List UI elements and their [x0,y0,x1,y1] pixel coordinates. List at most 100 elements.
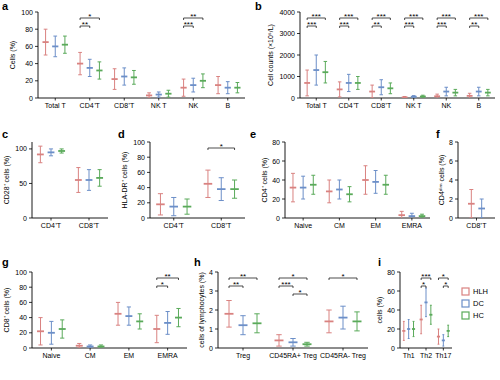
mean-line [289,341,298,343]
tick-label: 40 [137,184,145,191]
error-cap [157,97,161,98]
error-cap [155,342,159,343]
error-cap [191,91,195,92]
marks [225,301,362,347]
tick-label: 4 [209,269,213,276]
error-cap [338,81,342,82]
significance: ** [229,280,243,289]
category-label: Total T [45,102,67,109]
mean-line [42,41,48,43]
mean-line [87,346,94,348]
y-axis-label: CD8⁺ cells (%) [3,288,11,333]
tick-label: 20 [137,199,145,206]
error-cap [158,193,163,194]
error-cap [127,306,131,307]
error-cap [176,308,180,309]
significance: * [329,272,357,281]
mean-line [420,319,423,321]
category-label: Th17 [435,352,451,359]
tick-label: 80 [25,26,33,33]
error-cap [78,52,82,53]
tick-label: 4 [449,177,453,184]
error-cap [374,170,378,171]
marks [290,166,426,218]
mean-line [402,96,408,98]
error-cap [63,36,67,37]
error-cap [88,344,92,345]
error-cap [384,194,388,195]
error-cap [171,215,176,216]
error-cap [157,91,161,92]
error-cap [430,324,432,325]
error-bar [408,320,410,339]
category-label: Naive [294,222,312,229]
error-cap [147,98,151,99]
error-cap [480,199,484,200]
panel: d020406080100HLA-DR⁺ cells (%)CD4⁺TCD8⁺T… [118,128,245,229]
error-bar [430,305,432,324]
error-cap [232,180,237,181]
error-cap [290,338,295,339]
mean-line [180,87,186,89]
tick-label: 40 [19,314,27,321]
significance: ** [470,20,479,29]
mean-line [136,320,143,322]
error-cap [276,334,281,335]
error-cap [78,74,82,75]
error-cap [435,98,439,99]
category-label: CD4⁺T [80,102,101,109]
error-cap [370,98,374,99]
error-cap [166,311,170,312]
category-label: CD45RA- Treg [320,352,366,360]
error-bar [420,305,422,334]
error-cap [184,199,189,200]
legend-swatch [462,288,469,295]
mean-line [337,89,343,91]
panel: c050100CD28⁺ cells (%)CD4⁺TCD8⁺T [2,128,108,229]
significance-label: ** [374,20,380,29]
mean-line [325,320,334,322]
x-axis [300,98,495,99]
panel: i020406080cells (%)Th1Th2Th17******HLHDC… [376,256,488,359]
error-cap [290,346,295,347]
error-cap [166,334,170,335]
mean-line [369,91,375,93]
x-tick [476,218,477,221]
error-cap [389,93,393,94]
category-label: B [225,102,230,109]
error-cap [276,346,281,347]
mean-line [339,317,348,319]
error-cap [98,186,102,187]
error-cap [447,325,449,326]
tick-label: 0 [276,215,280,222]
x-tick [478,98,479,101]
mean-line [111,78,117,80]
x-tick [381,98,382,101]
tick-label: 0 [291,95,295,102]
error-cap [420,333,422,334]
mean-line [175,317,182,319]
legend-swatch [462,300,469,307]
error-cap [236,82,240,83]
x-tick [348,98,349,101]
mean-line [190,84,196,86]
mean-line [230,188,239,190]
error-cap [486,95,490,96]
x-tick [167,348,168,351]
category-label: CD8⁺T [371,102,392,109]
error-cap [356,76,360,77]
mean-line [217,188,226,190]
panel-letter: g [2,256,9,268]
tick-label: 80 [272,139,280,146]
error-cap [171,197,176,198]
x-tick [408,348,409,351]
mean-line [183,206,192,208]
error-cap [53,56,57,57]
mean-line [253,322,262,324]
tick-label: 8 [449,139,453,146]
error-cap [442,334,444,335]
error-cap [340,329,345,330]
mean-line [76,345,83,347]
y-axis-label: cells (%) [376,297,384,324]
x-tick [128,348,129,351]
